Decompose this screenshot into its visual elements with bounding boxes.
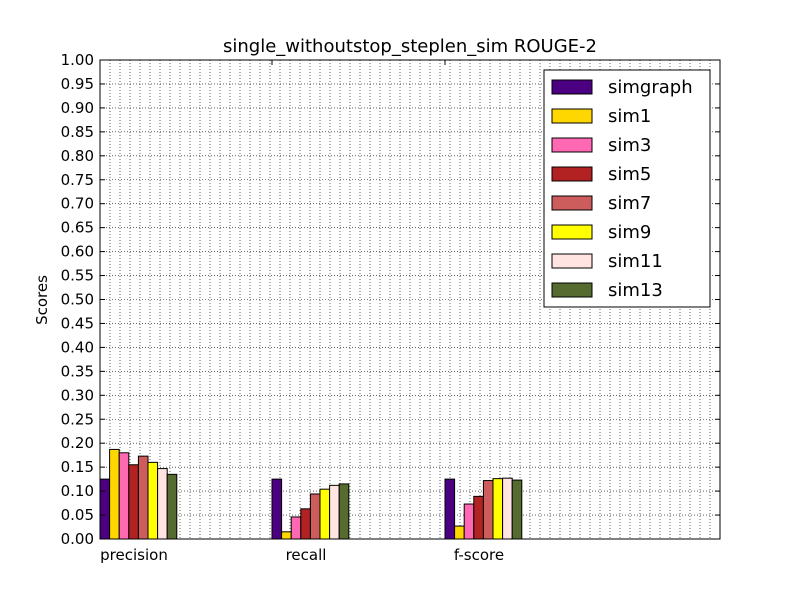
legend-label-sim13: sim13 xyxy=(608,280,663,301)
y-axis-label: Scores xyxy=(33,275,51,325)
y-tick-label: 0.00 xyxy=(61,530,94,548)
legend-label-sim9: sim9 xyxy=(608,222,651,243)
legend-swatch-sim13 xyxy=(551,282,593,298)
bar-sim3-precision xyxy=(118,452,130,540)
y-tick-label: 0.30 xyxy=(61,386,94,404)
bar-simgraph-recall xyxy=(271,478,283,540)
legend-label-sim3: sim3 xyxy=(608,135,651,156)
y-tick-label: 0.65 xyxy=(61,219,94,237)
y-tick-label: 0.25 xyxy=(61,410,94,428)
bar-simgraph-precision xyxy=(99,478,111,540)
x-tick-label: precision xyxy=(100,546,168,564)
legend-swatch-sim1 xyxy=(551,108,593,124)
legend: simgraph sim1 sim3 sim5 sim7 sim9 sim11 sim13 xyxy=(543,69,711,308)
legend-swatch-sim7 xyxy=(551,195,593,211)
bar-sim3-f-score xyxy=(463,503,475,540)
bar-sim7-recall xyxy=(309,493,321,540)
chart-title: single_withoutstop_steplen_sim ROUGE-2 xyxy=(223,36,597,57)
bar-sim13-f-score xyxy=(511,479,523,540)
legend-label-simgraph: simgraph xyxy=(608,77,693,98)
y-tick-label: 0.05 xyxy=(61,506,94,524)
y-tick-label: 0.55 xyxy=(61,267,94,285)
bar-sim9-precision xyxy=(147,461,159,540)
bar-sim9-f-score xyxy=(492,478,504,540)
y-tick-label: 0.40 xyxy=(61,338,94,356)
legend-swatch-sim9 xyxy=(551,224,593,240)
y-tick-label: 0.20 xyxy=(61,434,94,452)
bar-sim7-f-score xyxy=(482,480,494,540)
y-tick-label: 0.75 xyxy=(61,171,94,189)
bar-sim9-recall xyxy=(319,488,331,540)
y-tick-label: 0.60 xyxy=(61,243,94,261)
x-ticks: precision recall f-score xyxy=(99,60,504,564)
bar-sim1-precision xyxy=(109,448,120,540)
legend-swatch-sim11 xyxy=(551,253,593,269)
bar-sim11-precision xyxy=(157,468,168,540)
y-tick-label: 0.95 xyxy=(61,75,94,93)
y-tick-label: 1.00 xyxy=(61,51,94,69)
y-tick-label: 0.85 xyxy=(61,123,94,141)
bar-sim3-recall xyxy=(290,516,302,540)
legend-swatch-simgraph xyxy=(551,79,593,95)
legend-label-sim7: sim7 xyxy=(608,193,651,214)
legend-label-sim1: sim1 xyxy=(608,106,651,127)
bar-simgraph-f-score xyxy=(444,478,456,540)
y-tick-label: 0.80 xyxy=(61,147,94,165)
bar-sim5-precision xyxy=(128,464,139,540)
legend-label-sim11: sim11 xyxy=(608,251,663,272)
y-tick-label: 0.35 xyxy=(61,362,94,380)
legend-swatch-sim5 xyxy=(551,166,593,182)
legend-label-sim5: sim5 xyxy=(608,164,651,185)
y-tick-label: 0.50 xyxy=(61,291,94,309)
grid-layer xyxy=(100,59,720,540)
y-tick-label: 0.90 xyxy=(61,99,94,117)
bar-sim5-recall xyxy=(300,508,311,540)
legend-swatch-sim3 xyxy=(551,137,593,153)
bar-sim7-precision xyxy=(137,455,149,540)
bar-sim1-f-score xyxy=(454,525,465,540)
bar-sim11-f-score xyxy=(502,477,513,540)
y-tick-label: 0.45 xyxy=(61,314,94,332)
bar-sim13-precision xyxy=(166,473,178,540)
bar-sim1-recall xyxy=(281,531,292,540)
x-tick-label: recall xyxy=(286,546,327,564)
y-ticks: 0.00 0.05 0.10 0.15 0.20 0.25 0.30 0.35 0.40 0.45… xyxy=(61,51,720,548)
x-tick-label: f-score xyxy=(454,546,504,564)
bar-sim5-f-score xyxy=(473,495,484,540)
y-tick-label: 0.10 xyxy=(61,482,94,500)
bar-sim11-recall xyxy=(329,484,340,540)
bar-sim13-recall xyxy=(338,483,350,540)
y-tick-label: 0.70 xyxy=(61,195,94,213)
y-tick-label: 0.15 xyxy=(61,458,94,476)
